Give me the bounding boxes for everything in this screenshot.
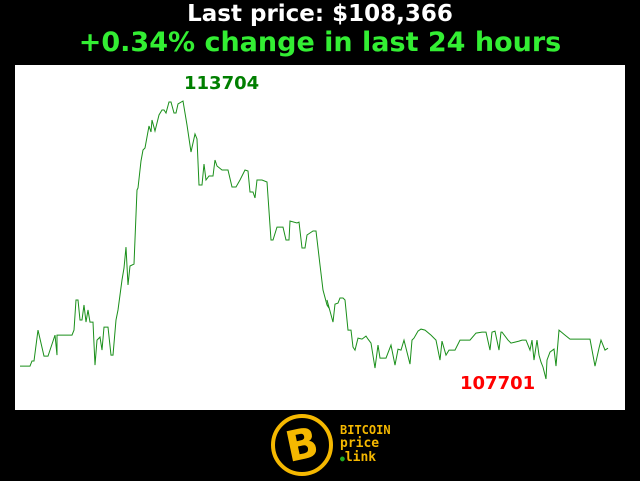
bitcoin-price-link-logo: B — [270, 413, 334, 481]
logo-text-link-row: ●link — [340, 451, 376, 466]
min-price-label: 107701 — [460, 373, 536, 394]
price-chart-svg — [20, 100, 609, 380]
bitcoin-icon: B — [271, 414, 333, 476]
price-series-line — [20, 100, 609, 380]
logo-text-bitcoin: BITCOIN — [340, 423, 391, 437]
logo-dot: ● — [340, 454, 345, 463]
max-price-label: 113704 — [184, 73, 260, 94]
price-chart — [15, 65, 625, 410]
change-subtitle: +0.34% change in last 24 hours — [78, 27, 562, 58]
logo-text-link: link — [344, 450, 377, 465]
last-price-title: Last price: $108,366 — [187, 1, 453, 27]
logo-text-price: price — [340, 436, 380, 451]
